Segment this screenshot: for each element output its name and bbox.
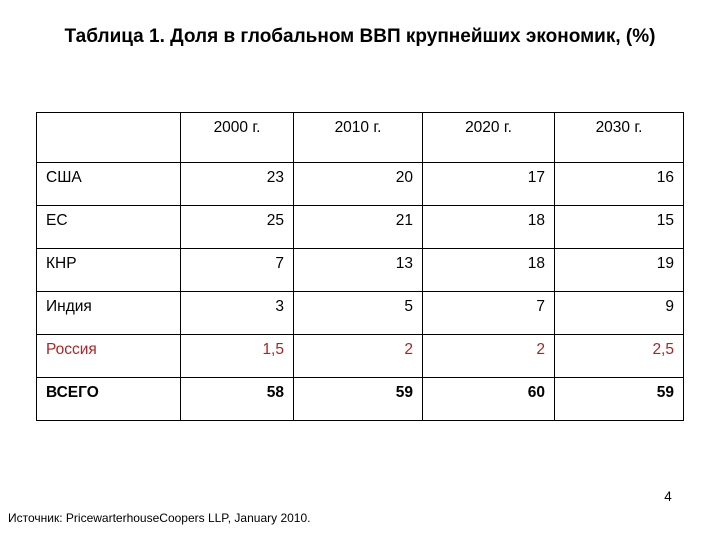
value-cell: 2	[422, 334, 555, 378]
year-header-cell: 2000 г.	[180, 112, 294, 163]
value-cell: 17	[422, 162, 555, 206]
value-cell: 21	[293, 205, 423, 249]
row-label-cell: ВСЕГО	[36, 377, 181, 421]
table-row: США 23 20 17 16	[36, 162, 684, 206]
value-cell: 3	[180, 291, 294, 335]
value-cell: 16	[554, 162, 684, 206]
value-cell: 25	[180, 205, 294, 249]
corner-cell	[36, 112, 181, 163]
table-row: ЕС 25 21 18 15	[36, 205, 684, 249]
gdp-table: 2000 г. 2010 г. 2020 г. 2030 г. США 23 20 17 16…	[36, 112, 684, 421]
row-label-cell: Россия	[36, 334, 181, 378]
value-cell: 59	[293, 377, 423, 421]
value-cell: 59	[554, 377, 684, 421]
value-cell: 58	[180, 377, 294, 421]
value-cell: 1,5	[180, 334, 294, 378]
slide-title: Таблица 1. Доля в глобальном ВВП крупней…	[64, 26, 656, 47]
year-header-cell: 2030 г.	[554, 112, 684, 163]
year-header-cell: 2010 г.	[293, 112, 423, 163]
value-cell: 23	[180, 162, 294, 206]
value-cell: 13	[293, 248, 423, 292]
value-cell: 2,5	[554, 334, 684, 378]
value-cell: 9	[554, 291, 684, 335]
source-note: Источник: PricewarterhouseCoopers LLP, J…	[8, 511, 311, 525]
year-header-cell: 2020 г.	[422, 112, 555, 163]
header-row: 2000 г. 2010 г. 2020 г. 2030 г.	[36, 112, 684, 163]
gdp-table-body: США 23 20 17 16 ЕС 25 21 18 15 КНР 7 13 18 19 Индия 3 5 7 9…	[36, 162, 684, 421]
value-cell: 18	[422, 205, 555, 249]
value-cell: 2	[293, 334, 423, 378]
gdp-table-header: 2000 г. 2010 г. 2020 г. 2030 г.	[36, 112, 684, 163]
row-label-cell: США	[36, 162, 181, 206]
value-cell: 15	[554, 205, 684, 249]
value-cell: 19	[554, 248, 684, 292]
value-cell: 7	[422, 291, 555, 335]
table-row: КНР 7 13 18 19	[36, 248, 684, 292]
table-row: ВСЕГО 58 59 60 59	[36, 377, 684, 421]
value-cell: 60	[422, 377, 555, 421]
value-cell: 7	[180, 248, 294, 292]
row-label-cell: Индия	[36, 291, 181, 335]
value-cell: 5	[293, 291, 423, 335]
row-label-cell: КНР	[36, 248, 181, 292]
page-number: 4	[664, 489, 672, 504]
value-cell: 18	[422, 248, 555, 292]
value-cell: 20	[293, 162, 423, 206]
row-label-cell: ЕС	[36, 205, 181, 249]
table-row: Россия 1,5 2 2 2,5	[36, 334, 684, 378]
table-row: Индия 3 5 7 9	[36, 291, 684, 335]
